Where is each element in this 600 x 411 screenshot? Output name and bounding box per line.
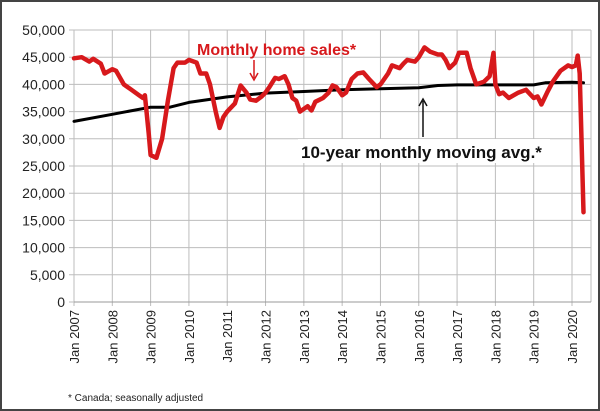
y-tick-label: 0	[57, 294, 65, 310]
x-tick-label: Jan 2020	[565, 310, 580, 364]
avg-annotation-bg	[298, 139, 550, 163]
x-tick-label: Jan 2010	[182, 310, 197, 364]
y-axis-ticks: 0 5,000 10,000 15,000 20,000 25,000 30,000 35,0…	[22, 22, 65, 310]
x-tick-label: Jan 2017	[450, 310, 465, 364]
annotations: Monthly home sales* 10-year monthly movi…	[197, 42, 550, 163]
x-tick-label: Jan 2009	[144, 310, 159, 364]
x-tick-label: Jan 2019	[527, 310, 542, 364]
x-axis-ticks: Jan 2007 Jan 2008 Jan 2009 Jan 2010 Jan 2011…	[67, 310, 580, 364]
sales-annotation: Monthly home sales*	[197, 42, 357, 59]
avg-arrowhead-icon	[418, 97, 428, 107]
y-tick-label: 40,000	[22, 76, 65, 92]
x-tick-label: Jan 2012	[259, 310, 274, 364]
monthly-sales-line	[71, 45, 586, 215]
y-tick-label: 50,000	[22, 22, 65, 38]
x-tick-label: Jan 2007	[67, 310, 82, 364]
y-tick-label: 25,000	[22, 158, 65, 174]
x-tick-label: Jan 2008	[105, 310, 120, 364]
grid	[69, 29, 592, 306]
y-tick-label: 35,000	[22, 104, 65, 120]
x-tick-label: Jan 2013	[297, 310, 312, 364]
y-tick-label: 5,000	[30, 267, 65, 283]
x-tick-label: Jan 2014	[335, 310, 350, 364]
x-tick-label: Jan 2011	[220, 310, 235, 363]
y-tick-label: 45,000	[22, 49, 65, 65]
y-tick-label: 30,000	[22, 131, 65, 147]
sales-arrowhead-icon	[249, 72, 259, 82]
x-tick-label: Jan 2016	[412, 310, 427, 364]
avg-annotation: 10-year monthly moving avg.*	[301, 143, 542, 162]
x-tick-label: Jan 2015	[373, 310, 388, 364]
y-tick-label: 20,000	[22, 185, 65, 201]
footnote: * Canada; seasonally adjusted	[68, 393, 203, 404]
y-tick-label: 10,000	[22, 240, 65, 256]
y-tick-label: 15,000	[22, 212, 65, 228]
x-tick-label: Jan 2018	[488, 310, 503, 364]
series-group	[71, 45, 586, 215]
